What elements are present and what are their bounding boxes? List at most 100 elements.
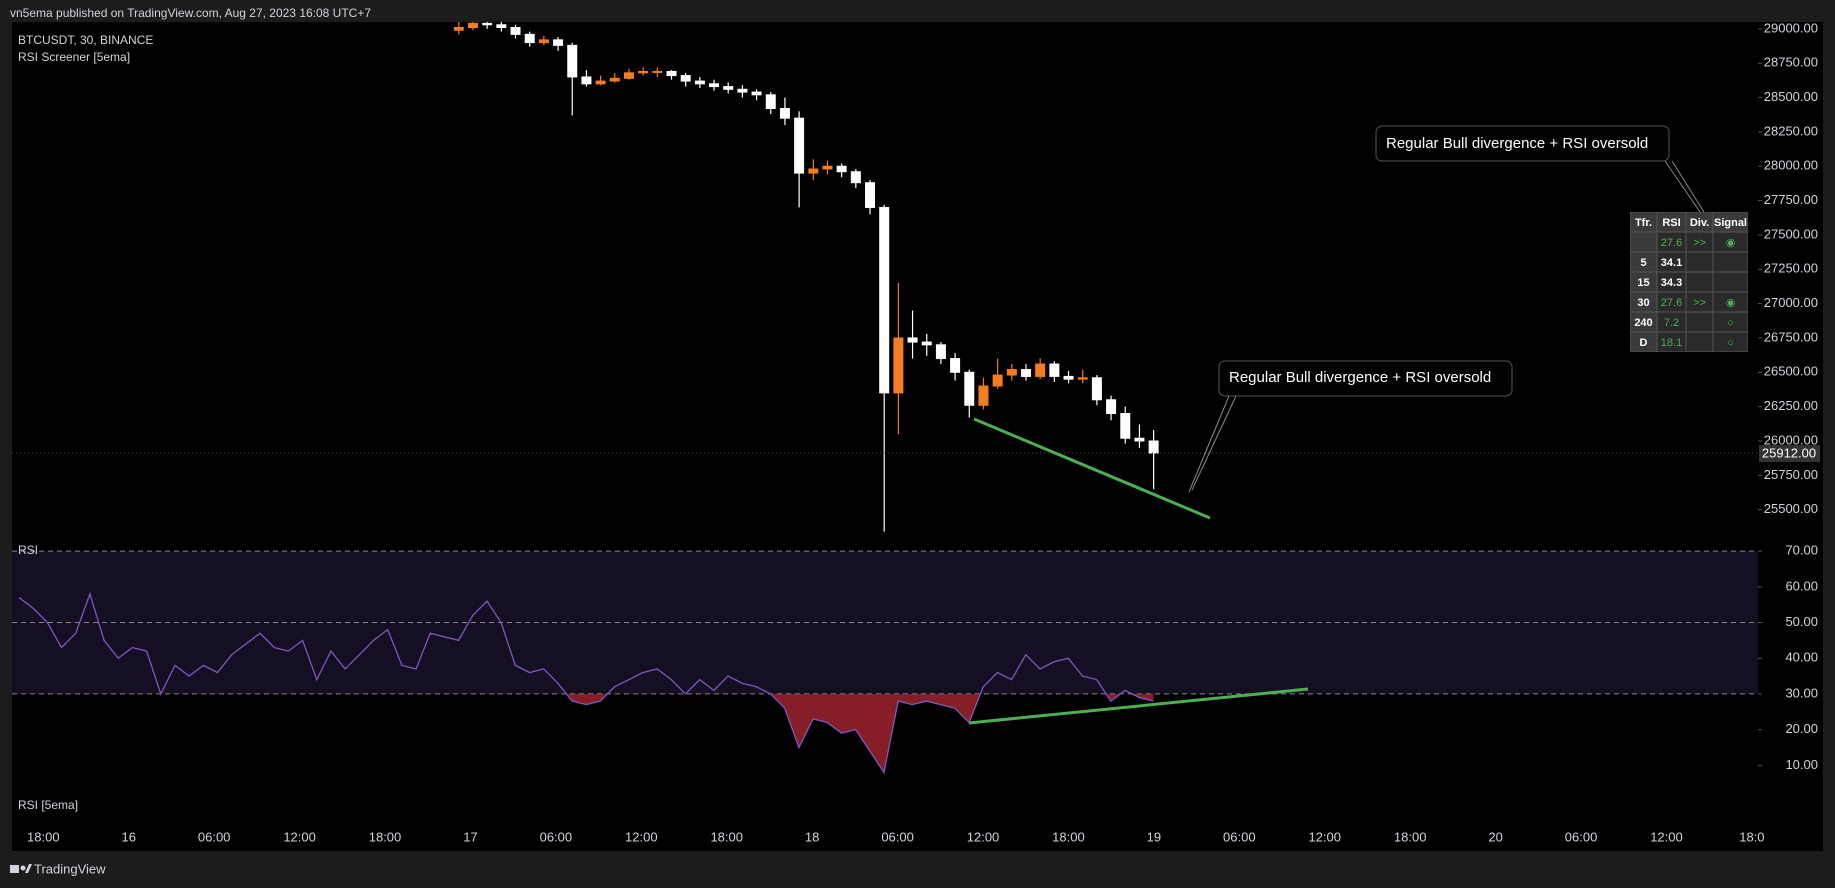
panes: 25500.00 25750.00 26000.00 26250.00 26500.00… xyxy=(12,20,1820,844)
table-cell xyxy=(1713,312,1748,332)
time-tick-label: 19 xyxy=(1147,829,1161,844)
logo-mark xyxy=(25,864,32,873)
price-tick-label: 27250.00 xyxy=(1764,261,1818,276)
cell-text: ○ xyxy=(1727,317,1734,329)
candle-body xyxy=(1063,375,1074,380)
candle-body xyxy=(581,76,592,85)
candle-body xyxy=(1049,363,1060,377)
rsi-tick-label: 70.00 xyxy=(1785,543,1818,558)
oversold-fill xyxy=(566,693,1154,773)
candle-body xyxy=(652,70,663,73)
time-tick-label: 12:00 xyxy=(1650,829,1683,844)
cell-text: >> xyxy=(1693,237,1706,249)
last-price-box xyxy=(1759,445,1820,463)
table-cell xyxy=(1630,292,1657,312)
price-trendline xyxy=(973,417,1211,520)
candle-body xyxy=(538,39,549,44)
candle-body xyxy=(567,44,578,78)
table-cell xyxy=(1657,312,1686,332)
rsi-tick-label: 40.00 xyxy=(1785,650,1818,665)
time-tick-label: 20 xyxy=(1488,829,1502,844)
header-cell xyxy=(1686,212,1713,232)
candle-body xyxy=(1106,399,1117,414)
price-tick-label: 26000.00 xyxy=(1764,432,1818,447)
table-cell xyxy=(1686,252,1713,272)
callout-text: Regular Bull divergence + RSI oversold xyxy=(1386,135,1648,152)
table-cell xyxy=(1713,292,1748,312)
table-cell xyxy=(1630,332,1657,352)
logo-mark xyxy=(10,865,19,873)
table-cell xyxy=(1686,272,1713,292)
price-tick-label: 28250.00 xyxy=(1764,123,1818,138)
candle-body xyxy=(1120,413,1131,439)
cell-text: >> xyxy=(1693,297,1706,309)
candle-body xyxy=(1035,363,1046,377)
cell-text: D xyxy=(1640,337,1648,349)
candle-body xyxy=(836,165,847,173)
candle-body xyxy=(709,83,720,88)
candle-body xyxy=(482,22,493,26)
table-cell xyxy=(1657,252,1686,272)
rsi-tick-label: 20.00 xyxy=(1785,721,1818,736)
candle-body xyxy=(1077,377,1088,380)
symbol-legend: BTCUSDT, 30, BINANCE xyxy=(18,33,153,47)
time-tick-label: 18:00 xyxy=(710,829,743,844)
tradingview-logo: TradingView xyxy=(10,861,106,876)
price-tick-label: 27500.00 xyxy=(1764,226,1818,241)
candle-body xyxy=(553,39,564,46)
time-tick-label: 18 xyxy=(805,829,819,844)
candle-body xyxy=(964,371,975,406)
candle-body xyxy=(921,341,932,346)
candle-body xyxy=(1006,369,1017,376)
callout-text: Regular Bull divergence + RSI oversold xyxy=(1229,369,1491,386)
price-tick-label: 26500.00 xyxy=(1764,364,1818,379)
candles xyxy=(453,22,1159,532)
cell-text: 18.1 xyxy=(1661,337,1682,349)
rsi-legend: RSI xyxy=(18,543,38,557)
cell-text: 240 xyxy=(1634,317,1652,329)
candle-body xyxy=(865,182,876,208)
header-cell xyxy=(1630,212,1657,232)
price-tick-label: 28000.00 xyxy=(1764,158,1818,173)
last-price-label: 25912.00 xyxy=(1762,445,1816,460)
time-tick-label: 17 xyxy=(463,829,477,844)
rsi-tick-label: 30.00 xyxy=(1785,685,1818,700)
time-tick-label: 12:00 xyxy=(625,829,658,844)
candle-body xyxy=(978,385,989,406)
cell-text: ◉ xyxy=(1726,297,1736,309)
price-axis xyxy=(1758,22,1823,826)
candle-body xyxy=(935,344,946,360)
price-tick-label: 26750.00 xyxy=(1764,329,1818,344)
time-tick-label: 18:0 xyxy=(1739,829,1764,844)
time-tick-label: 18:00 xyxy=(1052,829,1085,844)
time-tick-label: 12:00 xyxy=(283,829,316,844)
table-cell xyxy=(1657,232,1686,252)
time-tick-label: 12:00 xyxy=(1308,829,1341,844)
time-tick-label: 18:00 xyxy=(27,829,60,844)
time-tick-label: 16 xyxy=(121,829,135,844)
rsi-tick-label: 50.00 xyxy=(1785,614,1818,629)
cell-text: 15 xyxy=(1637,277,1649,289)
price-tick-label: 27750.00 xyxy=(1764,192,1818,207)
time-tick-label: 18:00 xyxy=(1394,829,1427,844)
candle-body xyxy=(822,165,833,170)
rsi-trendline xyxy=(968,687,1309,725)
candle-body xyxy=(808,168,819,174)
time-tick-label: 06:00 xyxy=(1565,829,1598,844)
cell-text: 7.2 xyxy=(1664,317,1679,329)
header-cell xyxy=(1713,212,1748,232)
cell-text: 27.6 xyxy=(1661,297,1682,309)
candle-body xyxy=(609,77,620,82)
callout-pointer xyxy=(1664,160,1701,213)
header-cell xyxy=(1657,212,1686,232)
cell-text: 5 xyxy=(1640,257,1646,269)
rsi-pane xyxy=(18,591,1154,775)
candle-body xyxy=(467,22,478,28)
candle-body xyxy=(779,108,790,119)
price-tick-label: 29000.00 xyxy=(1764,20,1818,35)
candle-body xyxy=(1148,440,1159,454)
candle-body xyxy=(992,374,1003,387)
candle-body xyxy=(510,26,521,35)
cell-text: ◉ xyxy=(1726,237,1736,249)
table-cell xyxy=(1686,232,1713,252)
